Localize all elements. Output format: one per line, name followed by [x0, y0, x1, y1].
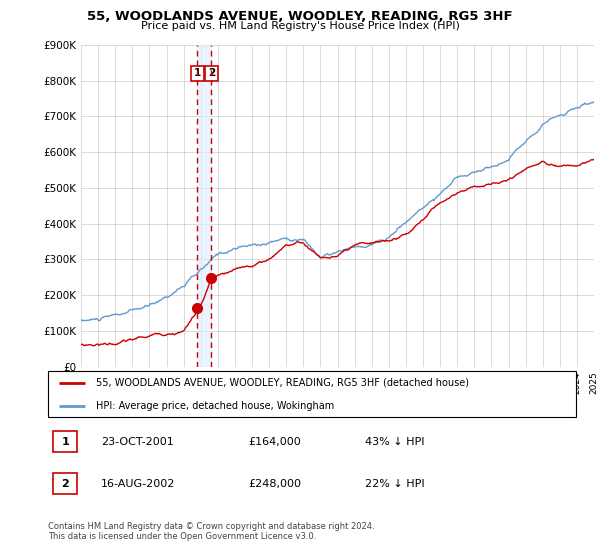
- Text: 22% ↓ HPI: 22% ↓ HPI: [365, 479, 424, 489]
- Text: 55, WOODLANDS AVENUE, WOODLEY, READING, RG5 3HF (detached house): 55, WOODLANDS AVENUE, WOODLEY, READING, …: [95, 378, 469, 388]
- Text: 1: 1: [194, 68, 201, 78]
- Text: Price paid vs. HM Land Registry's House Price Index (HPI): Price paid vs. HM Land Registry's House …: [140, 21, 460, 31]
- Text: £164,000: £164,000: [248, 437, 301, 446]
- Bar: [53, 431, 77, 452]
- Text: 2: 2: [61, 479, 69, 489]
- Text: Contains HM Land Registry data © Crown copyright and database right 2024.
This d: Contains HM Land Registry data © Crown c…: [48, 522, 374, 542]
- Text: 2: 2: [208, 68, 215, 78]
- Text: 43% ↓ HPI: 43% ↓ HPI: [365, 437, 424, 446]
- Text: 1: 1: [61, 437, 69, 446]
- Bar: [197, 45, 211, 367]
- Text: 23-OCT-2001: 23-OCT-2001: [101, 437, 173, 446]
- Bar: [53, 473, 77, 494]
- Text: 16-AUG-2002: 16-AUG-2002: [101, 479, 175, 489]
- Text: 55, WOODLANDS AVENUE, WOODLEY, READING, RG5 3HF: 55, WOODLANDS AVENUE, WOODLEY, READING, …: [87, 10, 513, 23]
- Text: HPI: Average price, detached house, Wokingham: HPI: Average price, detached house, Woki…: [95, 401, 334, 410]
- Text: £248,000: £248,000: [248, 479, 302, 489]
